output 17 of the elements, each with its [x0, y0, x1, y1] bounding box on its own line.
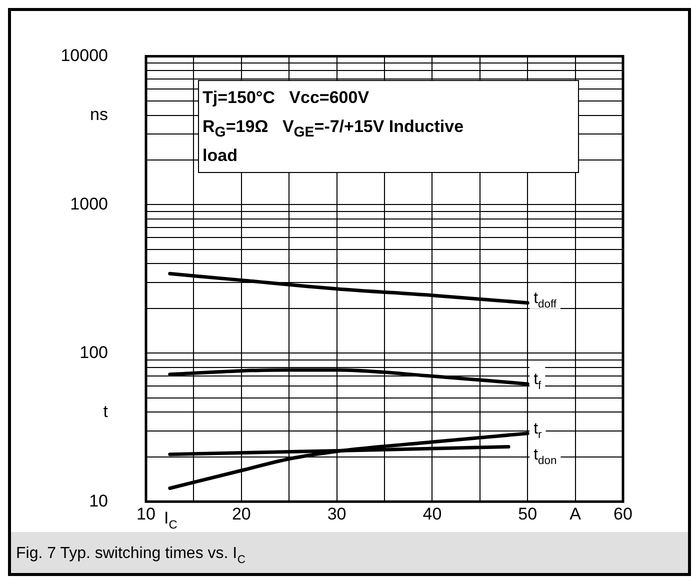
y-tick-label: 1000 [70, 194, 108, 214]
y-tick-label: ns [90, 104, 108, 124]
x-tick-label: A [570, 504, 582, 524]
x-tick-label: 20 [232, 504, 251, 524]
y-tick-label: 10 [89, 491, 108, 510]
x-tick-label: 50 [518, 504, 538, 524]
annotation: Tj=150°C Vcc=600V [202, 87, 370, 110]
x-tick-label: 40 [422, 504, 442, 524]
x-tick-label: 10 [136, 504, 156, 524]
x-tick-label: 60 [614, 504, 632, 524]
y-tick-label: 100 [80, 342, 108, 362]
annotation: R$_{G}$=19Ω V$_{GE}$=-7/+15V Inductive [202, 116, 465, 142]
y-tick-label: 10000 [60, 46, 108, 65]
text-box: Tj=150°C Vcc=600V R$_{G}$=19Ω V$_{GE}$=-7/+15V Inductive load [198, 80, 580, 174]
x-tick-label: 30 [327, 504, 346, 524]
y-tick-label: t [103, 402, 108, 421]
annotation: load [202, 145, 238, 168]
